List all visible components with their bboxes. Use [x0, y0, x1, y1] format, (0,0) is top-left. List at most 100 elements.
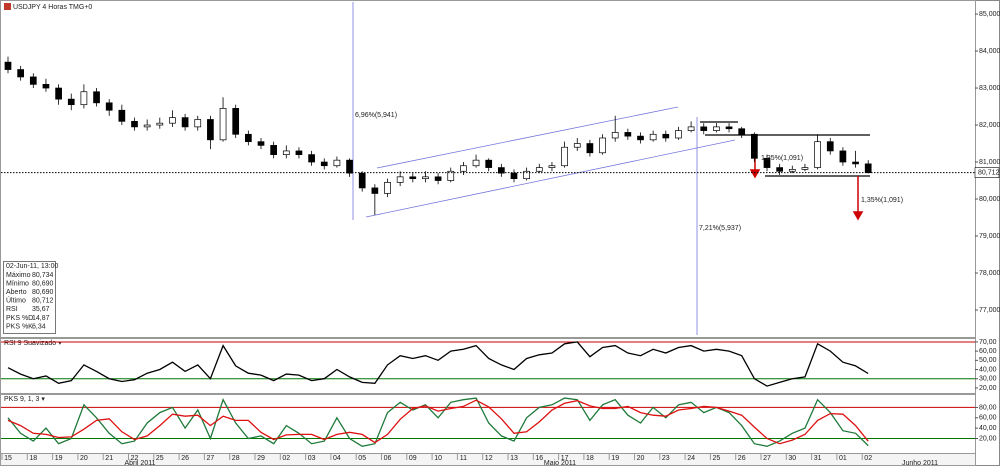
candle-body: [750, 133, 758, 159]
annotation: 1,35%(1,091): [761, 155, 803, 162]
x-tick-label: 26: [181, 455, 189, 462]
candle-body: [333, 159, 341, 167]
x-tick-label: 17: [561, 455, 569, 462]
candle-body: [649, 133, 657, 141]
candle-body: [371, 187, 379, 194]
y-tick-label: 80,00: [979, 404, 997, 411]
candle-body: [472, 159, 480, 167]
panel-title: USDJPY 4 Horas TMG+0: [13, 4, 92, 11]
info-label: RSI: [6, 306, 18, 313]
rsi-panel: [0, 338, 976, 394]
candle-body: [864, 163, 872, 174]
x-tick-label: 11: [460, 455, 467, 462]
candle-body: [788, 169, 796, 172]
candle-body: [535, 167, 543, 172]
y-tick-label: 70,00: [979, 339, 997, 346]
candle-body: [384, 182, 391, 194]
x-tick-label: 05: [358, 455, 366, 462]
y-tick-label: 81,000: [979, 159, 1000, 166]
y-tick-label: 82,000: [979, 122, 1000, 129]
info-label: Máximo: [6, 272, 31, 279]
candle-body: [725, 126, 733, 130]
info-value: 80,690: [32, 289, 54, 296]
x-tick-label: 27: [763, 455, 771, 462]
last-price-box: [974, 167, 1000, 178]
candle-body: [662, 133, 670, 139]
annotation: 7,21%(5,937): [699, 225, 741, 232]
info-label: Aberto: [6, 289, 27, 296]
candle-body: [42, 83, 50, 89]
info-label: Mínimo: [6, 280, 29, 287]
x-tick-label: 26: [738, 455, 746, 462]
x-tick-label: 28: [232, 455, 240, 462]
candle-body: [308, 154, 315, 163]
x-tick-label: 15: [4, 455, 12, 462]
x-tick-label: 01: [839, 455, 847, 462]
month-label: Junho 2011: [902, 460, 938, 466]
candle-body: [105, 102, 113, 111]
candle-body: [776, 167, 784, 172]
candle-body: [713, 126, 720, 131]
candle-body: [245, 133, 252, 143]
x-tick-label: 03: [308, 455, 316, 462]
candle-body: [826, 141, 834, 152]
x-tick-label: 10: [434, 455, 442, 462]
x-tick-label: 20: [637, 455, 645, 462]
candle-body: [485, 159, 493, 168]
candle-body: [207, 119, 214, 141]
info-label: Último: [6, 296, 26, 305]
candle-body: [409, 176, 417, 180]
x-tick-label: 24: [687, 455, 695, 462]
candle-body: [169, 117, 176, 124]
y-tick-label: 60,00: [979, 348, 997, 355]
candle-body: [282, 150, 290, 155]
y-tick-label: 50,00: [979, 357, 997, 364]
x-tick-label: 02: [864, 455, 872, 462]
candle-body: [687, 126, 695, 131]
candle-body: [320, 161, 328, 167]
channel-line: [376, 106, 679, 169]
candle-body: [675, 130, 682, 139]
x-tick-label: 22: [131, 455, 139, 462]
x-tick-label: 12: [485, 455, 493, 462]
candle-body: [257, 141, 265, 146]
y-tick-label: 40,00: [979, 425, 997, 432]
candle-body: [814, 141, 821, 168]
panel-title: RSI 9 Suavizado ▾: [4, 340, 62, 347]
candle-body: [295, 150, 303, 155]
x-tick-label: 27: [207, 455, 215, 462]
candle-body: [143, 124, 151, 128]
x-tick-label: 19: [55, 455, 63, 462]
candle-body: [55, 87, 62, 100]
candle-body: [700, 126, 708, 131]
candle-body: [422, 176, 429, 180]
x-tick-label: 30: [788, 455, 796, 462]
candle-body: [637, 135, 644, 141]
candle-body: [839, 150, 847, 163]
annotation: 1,35%(1,091): [861, 197, 903, 204]
info-label: PKS %D: [6, 315, 33, 322]
candle-body: [156, 122, 164, 126]
x-tick-label: 20: [80, 455, 88, 462]
candle-body: [510, 172, 518, 180]
y-tick-label: 85,000: [979, 11, 1000, 18]
candle-body: [270, 145, 277, 155]
candle-body: [118, 109, 126, 122]
x-tick-label: 02: [282, 455, 290, 462]
x-tick-label: 06: [384, 455, 392, 462]
channel-line: [365, 139, 736, 218]
candle-body: [498, 167, 505, 174]
x-tick-label: 04: [333, 455, 341, 462]
arrow-head: [749, 169, 761, 179]
candle-body: [447, 170, 455, 181]
y-tick-label: 60,00: [979, 415, 997, 422]
y-tick-label: 40,00: [979, 366, 997, 373]
x-tick-label: 23: [662, 455, 670, 462]
arrow-head: [852, 211, 864, 221]
info-value: 80,734: [32, 272, 54, 279]
candle-body: [573, 143, 581, 148]
candle-body: [586, 143, 594, 154]
x-tick-label: 19: [611, 455, 619, 462]
